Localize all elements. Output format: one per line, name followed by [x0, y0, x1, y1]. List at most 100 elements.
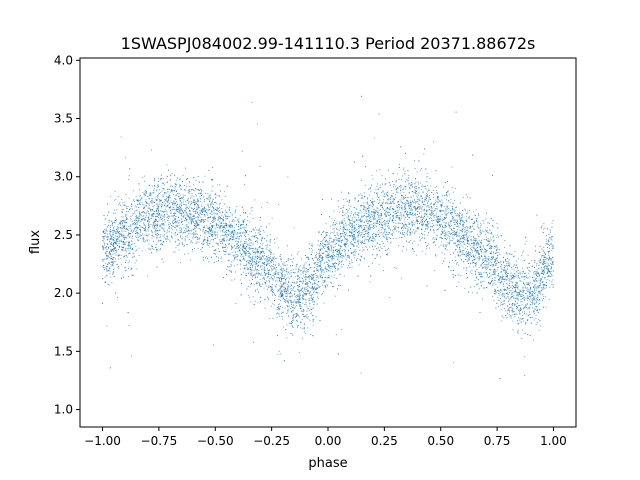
data-point [433, 141, 435, 143]
data-point [319, 286, 321, 288]
data-point [272, 257, 274, 259]
data-point [417, 228, 419, 230]
data-point [369, 213, 371, 215]
data-point [230, 261, 232, 263]
data-point [281, 278, 283, 280]
data-point [502, 260, 504, 262]
data-point [376, 193, 378, 195]
data-point [167, 239, 169, 240]
data-point [270, 305, 272, 307]
data-point [297, 315, 299, 317]
data-point [466, 227, 468, 229]
data-point [224, 228, 226, 230]
data-point [462, 246, 464, 248]
data-point [305, 278, 307, 280]
data-point [151, 217, 153, 219]
data-point [300, 270, 302, 272]
data-point [474, 280, 476, 281]
data-point [153, 187, 155, 189]
data-point [284, 282, 285, 284]
data-point [334, 245, 336, 247]
data-point [369, 228, 371, 230]
data-point [520, 291, 522, 293]
data-point [505, 276, 507, 278]
data-point [136, 217, 138, 219]
data-point [333, 249, 334, 251]
data-point [271, 279, 273, 281]
data-point [396, 204, 398, 206]
data-point [282, 294, 284, 296]
data-point [207, 231, 209, 233]
data-point [145, 190, 147, 191]
data-point [172, 208, 174, 210]
data-point [190, 197, 192, 199]
data-point [309, 295, 311, 297]
data-point [283, 277, 285, 279]
data-point [359, 232, 361, 234]
data-point [283, 284, 285, 286]
data-point [307, 283, 309, 284]
data-point [236, 243, 238, 245]
data-point [456, 262, 458, 264]
data-point [407, 228, 409, 230]
data-point [212, 202, 213, 204]
data-point [386, 236, 388, 238]
data-point [353, 252, 355, 253]
data-point [203, 209, 204, 211]
data-point [417, 196, 418, 198]
data-point [182, 174, 184, 176]
data-point [280, 270, 282, 271]
data-point [358, 215, 360, 217]
data-point [345, 198, 347, 200]
data-point [220, 257, 222, 259]
data-point [542, 276, 543, 278]
data-point [158, 211, 159, 213]
data-point [106, 275, 108, 277]
data-point [403, 203, 405, 205]
data-point [190, 201, 192, 203]
data-point [228, 210, 230, 212]
data-point [402, 188, 404, 190]
data-point [264, 283, 266, 285]
data-point [240, 244, 242, 245]
data-point [128, 249, 130, 251]
data-point [130, 208, 132, 210]
data-point [543, 261, 545, 262]
data-point [304, 271, 306, 273]
data-point [178, 224, 180, 226]
data-point [328, 255, 330, 257]
data-point [278, 315, 280, 317]
data-point [220, 243, 222, 244]
data-point [333, 286, 335, 288]
data-point [411, 183, 413, 185]
data-point [302, 294, 304, 296]
data-point [195, 210, 197, 212]
data-point [148, 248, 150, 250]
data-point [369, 226, 371, 228]
data-point [246, 263, 247, 265]
data-point [296, 294, 298, 296]
data-point [102, 247, 104, 249]
data-point [298, 266, 300, 268]
data-point [171, 202, 173, 204]
data-point [552, 263, 554, 265]
data-point [306, 281, 308, 283]
data-point [155, 196, 157, 198]
data-point [259, 278, 261, 280]
data-point [151, 248, 153, 249]
data-point [122, 235, 124, 237]
data-point [366, 202, 368, 204]
data-point [179, 208, 181, 210]
data-point [146, 239, 148, 241]
data-point [337, 256, 339, 258]
data-point [427, 228, 429, 230]
data-point [352, 219, 353, 221]
data-point [441, 204, 443, 206]
data-point [552, 260, 554, 262]
data-point [315, 257, 317, 259]
data-point [291, 289, 293, 291]
data-point [317, 270, 319, 272]
data-point [473, 242, 475, 244]
data-point [162, 218, 164, 220]
data-point [316, 288, 318, 290]
